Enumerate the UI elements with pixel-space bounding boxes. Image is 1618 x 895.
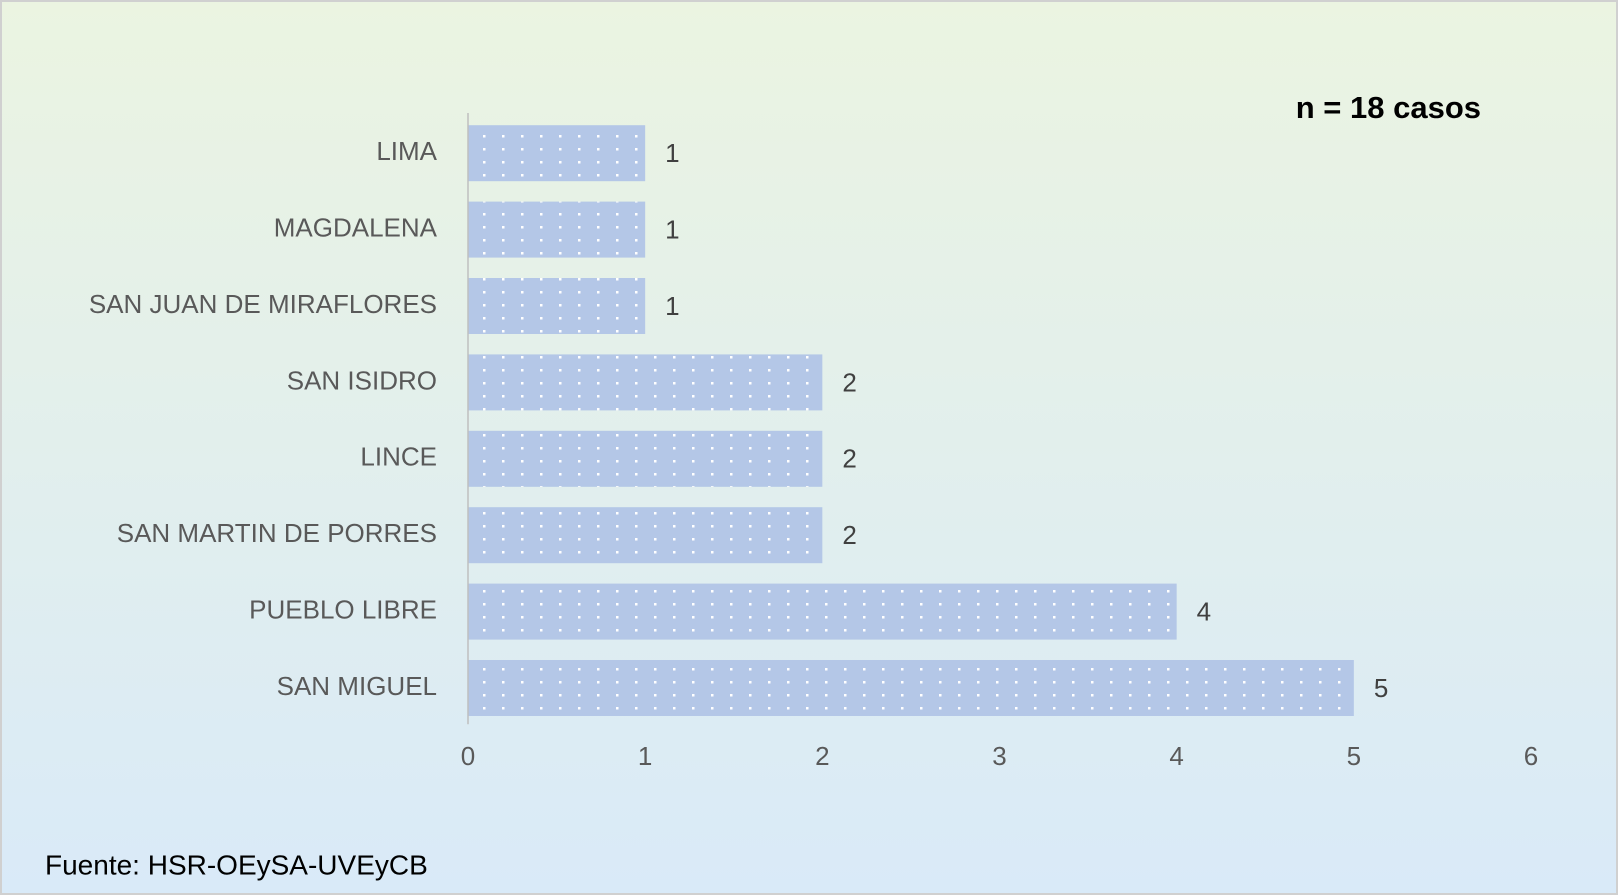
y-tick-label: LIMA (376, 136, 437, 166)
data-label: 5 (1374, 673, 1388, 703)
data-label: 1 (665, 138, 679, 168)
y-tick-label: SAN MARTIN DE PORRES (117, 518, 437, 548)
bar (468, 507, 823, 564)
bar (468, 125, 646, 182)
data-label: 1 (665, 291, 679, 321)
x-tick-label: 3 (992, 741, 1006, 771)
x-tick-label: 4 (1169, 741, 1183, 771)
data-label: 1 (665, 214, 679, 244)
y-tick-label: SAN ISIDRO (287, 365, 437, 395)
data-label: 2 (842, 520, 856, 550)
y-tick-label: SAN JUAN DE MIRAFLORES (89, 289, 437, 319)
bar (468, 201, 646, 258)
x-tick-label: 6 (1524, 741, 1538, 771)
x-tick-label: 0 (461, 741, 475, 771)
data-label: 2 (842, 367, 856, 397)
y-tick-label: LINCE (360, 442, 437, 472)
source: Fuente: HSR-OEySA-UVEyCB (45, 849, 428, 880)
bar (468, 354, 823, 411)
bar (468, 278, 646, 334)
data-label: 4 (1197, 596, 1211, 626)
bar (468, 583, 1177, 640)
y-tick-label: PUEBLO LIBRE (249, 594, 437, 624)
y-tick-label: MAGDALENA (274, 212, 438, 242)
x-tick-label: 1 (638, 741, 652, 771)
bar (468, 430, 823, 487)
x-tick-label: 2 (815, 741, 829, 771)
annotation: n = 18 casos (1296, 90, 1481, 125)
x-tick-label: 5 (1347, 741, 1361, 771)
y-tick-label: SAN MIGUEL (277, 671, 437, 701)
data-label: 2 (842, 444, 856, 474)
bar (468, 660, 1354, 716)
